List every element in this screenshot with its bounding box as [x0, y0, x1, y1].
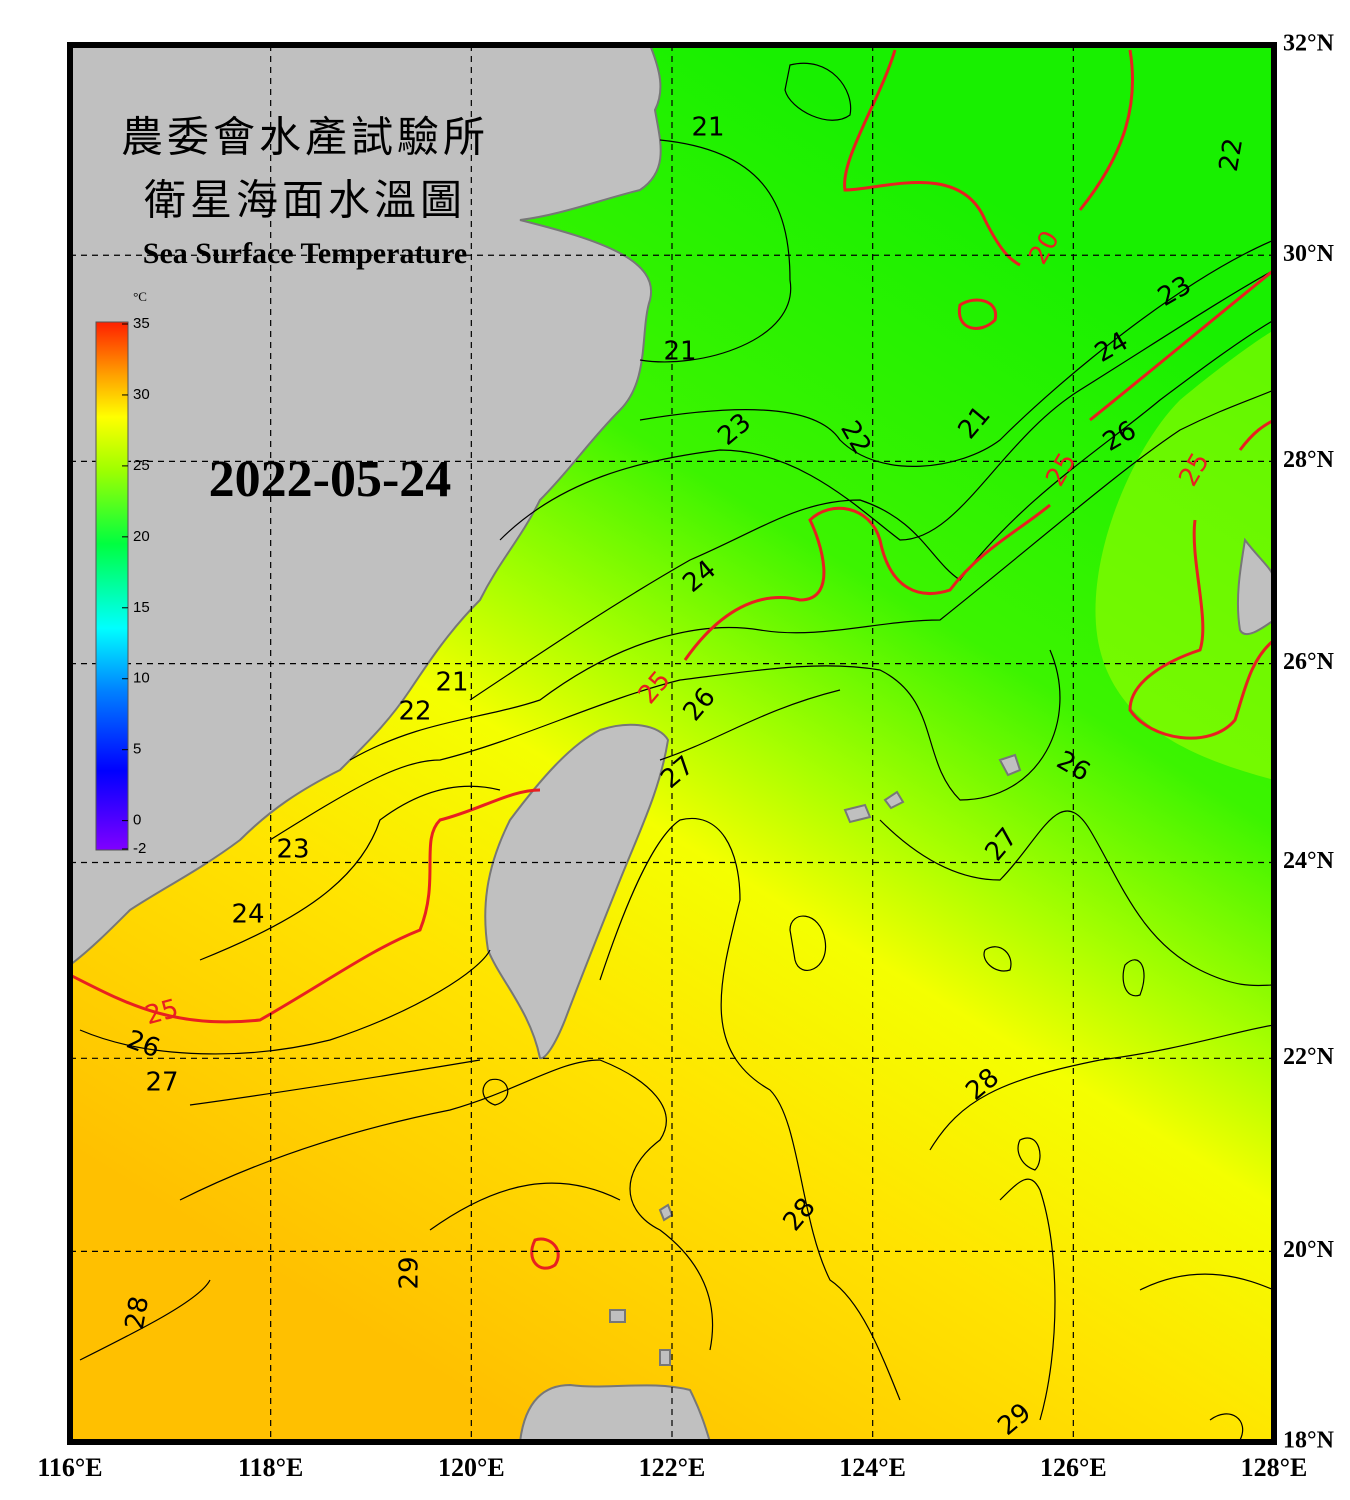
colorbar-unit: °C: [133, 289, 147, 304]
colorbar-tick-label: 25: [133, 457, 150, 474]
colorbar-tick-label: 35: [133, 315, 150, 332]
lat-label: 20°N: [1283, 1237, 1335, 1263]
lon-label: 126°E: [1040, 1453, 1107, 1482]
mainland: [72, 47, 662, 965]
lon-label: 120°E: [438, 1453, 505, 1482]
colorbar-tick-label: 30: [133, 386, 150, 403]
contour-label: 21: [691, 113, 724, 143]
lon-label: 128°E: [1241, 1453, 1308, 1482]
contour-label: 27: [145, 1068, 178, 1098]
colorbar-tick-label: 10: [133, 670, 150, 687]
title-zh: 農委會水產試驗所: [121, 115, 489, 162]
contour-label: 23: [276, 835, 309, 865]
lat-label: 22°N: [1283, 1044, 1335, 1070]
contour-label: 24: [231, 900, 264, 930]
contour-label: 22: [398, 697, 431, 727]
lon-label: 124°E: [839, 1453, 906, 1482]
luzon: [519, 1383, 711, 1440]
axis-labels: 116°E 118°E 120°E 122°E 124°E 126°E 128°E 32°N 3…: [37, 31, 1334, 1482]
contour-label: 21: [435, 668, 468, 698]
colorbar: [95, 321, 129, 851]
ryukyu: [1236, 537, 1272, 636]
colorbar-tick-label: 20: [133, 528, 150, 545]
lon-label: 118°E: [238, 1453, 303, 1482]
contour-label: 21: [663, 337, 696, 367]
date: 2022-05-24: [209, 451, 452, 508]
lon-label: 122°E: [639, 1453, 706, 1482]
contour-label: 28: [120, 1294, 155, 1332]
lat-label: 24°N: [1283, 848, 1335, 874]
colorbar-tick-label: 15: [133, 599, 150, 616]
lat-label: 18°N: [1283, 1428, 1335, 1454]
lat-label: 26°N: [1283, 649, 1335, 675]
isotherm-25-20: [72, 49, 1272, 1270]
lat-label: 28°N: [1283, 447, 1335, 473]
contour-label: 29: [395, 1256, 425, 1289]
contour-label: 22: [1214, 136, 1249, 174]
colorbar-ticks: 35 30 25 20 15 10 5 0 -2: [122, 315, 150, 857]
lon-label: 116°E: [37, 1453, 102, 1482]
colorbar-tick-label: 5: [133, 741, 141, 758]
taiwan: [484, 723, 670, 1060]
title-en: Sea Surface Temperature: [143, 237, 467, 270]
colorbar-tick-label: -2: [133, 840, 146, 857]
colorbar-tick-label: 0: [133, 812, 141, 829]
warm-patch: [1095, 331, 1272, 780]
lat-label: 32°N: [1283, 31, 1335, 57]
lat-label: 30°N: [1283, 241, 1335, 267]
islands: [609, 753, 1022, 1366]
map-frame: [67, 42, 1277, 1445]
isotherms: [79, 62, 1272, 1440]
title-zh: 衛星海面水溫圖: [144, 179, 466, 225]
graticule: [72, 47, 1272, 1440]
